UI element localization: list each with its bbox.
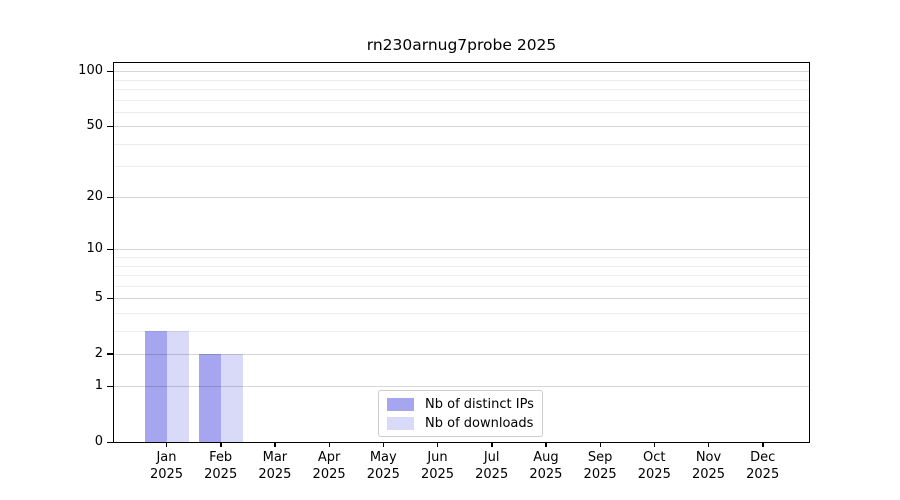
x-axis-label-aug: Aug 2025 (529, 450, 563, 482)
chart-title: rn230arnug7probe 2025 (366, 36, 557, 54)
gridline-minor (114, 265, 809, 267)
gridline-minor (114, 330, 809, 332)
gridline-minor (114, 274, 809, 276)
x-axis-tick (220, 443, 222, 447)
gridline-major (114, 71, 809, 73)
gridline-minor (114, 79, 809, 81)
x-axis-tick (382, 443, 385, 447)
x-axis-tick (274, 443, 276, 447)
x-axis-label-jul: Jul 2025 (475, 450, 509, 482)
y-axis-tick (107, 125, 113, 128)
gridline-major (114, 126, 809, 128)
x-axis-label-apr: Apr 2025 (312, 450, 346, 482)
y-axis-tick (107, 385, 113, 388)
x-axis-tick (599, 443, 601, 447)
legend-swatch-downloads (387, 416, 414, 430)
gridline-major (114, 298, 809, 300)
bar-distinct-ips-feb (198, 353, 221, 442)
y-axis-label: 100 (78, 63, 103, 79)
gridline-minor (114, 89, 809, 91)
legend-item-distinct-ips: Nb of distinct IPs (387, 397, 534, 412)
x-axis-label-mar: Mar 2025 (258, 450, 292, 482)
gridline-minor (114, 285, 809, 287)
y-axis-label: 2 (94, 345, 103, 361)
x-axis-tick (708, 443, 710, 447)
bar-downloads-feb (220, 353, 243, 442)
gridline-minor (114, 312, 809, 314)
legend-item-downloads: Nb of downloads (387, 416, 534, 431)
x-axis-label-jan: Jan 2025 (149, 450, 184, 482)
legend-swatch-distinct-ips (387, 397, 414, 411)
x-axis-tick (328, 443, 330, 447)
y-axis-label: 1 (94, 378, 103, 394)
plot-area (113, 62, 810, 443)
x-axis-tick (437, 443, 439, 447)
x-axis-tick (545, 443, 547, 447)
x-axis-label-may: May 2025 (366, 450, 400, 482)
y-axis-label: 10 (86, 241, 103, 257)
x-axis-tick (653, 443, 656, 447)
y-axis-tick (107, 196, 113, 199)
x-axis-tick (166, 443, 168, 447)
gridline-minor (114, 111, 809, 113)
x-axis-label-nov: Nov 2025 (691, 450, 726, 482)
gridline-minor (114, 257, 809, 259)
y-axis-label: 0 (94, 434, 103, 449)
x-axis-label-oct: Oct 2025 (637, 450, 671, 482)
legend-label-distinct-ips: Nb of distinct IPs (425, 396, 534, 412)
legend: Nb of distinct IPs Nb of downloads (378, 390, 543, 437)
x-axis-label-jun: Jun 2025 (420, 450, 455, 482)
gridline-major (114, 386, 809, 388)
gridline-minor (114, 166, 809, 168)
y-axis-label: 50 (86, 118, 103, 134)
bar-downloads-jan (166, 330, 189, 442)
x-axis-tick (762, 443, 764, 447)
y-axis-label: 20 (86, 189, 103, 205)
legend-label-downloads: Nb of downloads (425, 415, 534, 431)
y-axis-label: 5 (94, 290, 103, 306)
y-axis-tick (107, 353, 113, 355)
bar-distinct-ips-jan (144, 330, 167, 442)
y-axis-tick (107, 248, 113, 251)
x-axis-label-feb: Feb 2025 (204, 450, 238, 482)
y-axis-tick (107, 441, 113, 443)
y-axis-tick (107, 297, 113, 299)
gridline-major (114, 249, 809, 251)
gridline-minor (114, 99, 809, 101)
gridline-minor (114, 143, 809, 145)
x-axis-tick (491, 443, 493, 447)
x-axis-label-dec: Dec 2025 (746, 450, 780, 482)
x-axis-label-sep: Sep 2025 (583, 450, 617, 482)
gridline-major (114, 197, 809, 199)
y-axis-tick (107, 70, 113, 73)
gridline-major (114, 353, 809, 355)
